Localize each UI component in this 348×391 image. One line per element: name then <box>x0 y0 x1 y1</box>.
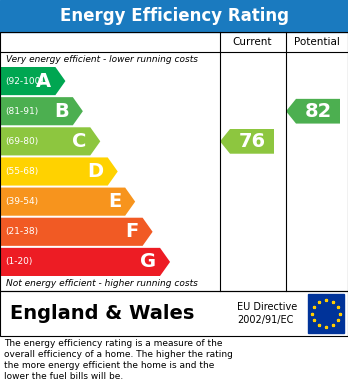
Text: E: E <box>108 192 121 211</box>
Polygon shape <box>0 127 100 156</box>
Text: 2002/91/EC: 2002/91/EC <box>237 314 293 325</box>
Polygon shape <box>0 248 170 276</box>
Text: 82: 82 <box>304 102 332 121</box>
Polygon shape <box>286 99 340 124</box>
Bar <box>308 294 344 333</box>
Text: (69-80): (69-80) <box>5 137 38 146</box>
Text: The energy efficiency rating is a measure of the: The energy efficiency rating is a measur… <box>4 339 222 348</box>
Polygon shape <box>220 129 274 154</box>
Polygon shape <box>0 97 83 125</box>
Polygon shape <box>0 67 65 95</box>
Text: Energy Efficiency Rating: Energy Efficiency Rating <box>60 7 288 25</box>
Text: lower the fuel bills will be.: lower the fuel bills will be. <box>4 372 123 381</box>
Text: (92-100): (92-100) <box>5 77 44 86</box>
Text: the more energy efficient the home is and the: the more energy efficient the home is an… <box>4 361 214 370</box>
Text: overall efficiency of a home. The higher the rating: overall efficiency of a home. The higher… <box>4 350 233 359</box>
Bar <box>0 0 348 32</box>
Bar <box>0 32 348 291</box>
Text: (55-68): (55-68) <box>5 167 38 176</box>
Text: (21-38): (21-38) <box>5 227 38 236</box>
Text: Not energy efficient - higher running costs: Not energy efficient - higher running co… <box>6 280 198 289</box>
Text: F: F <box>125 222 139 241</box>
Text: Potential: Potential <box>294 37 340 47</box>
Text: England & Wales: England & Wales <box>10 304 195 323</box>
Text: C: C <box>72 132 86 151</box>
Text: Current: Current <box>232 37 272 47</box>
Text: (81-91): (81-91) <box>5 107 38 116</box>
Text: (39-54): (39-54) <box>5 197 38 206</box>
Text: 76: 76 <box>238 132 266 151</box>
Text: B: B <box>54 102 69 121</box>
Text: G: G <box>140 253 156 271</box>
Polygon shape <box>0 188 135 216</box>
Bar <box>0 291 348 336</box>
Polygon shape <box>0 158 118 186</box>
Text: (1-20): (1-20) <box>5 257 32 266</box>
Text: Very energy efficient - lower running costs: Very energy efficient - lower running co… <box>6 54 198 63</box>
Text: EU Directive: EU Directive <box>237 303 297 312</box>
Polygon shape <box>0 218 153 246</box>
Text: D: D <box>88 162 104 181</box>
Text: A: A <box>36 72 52 91</box>
